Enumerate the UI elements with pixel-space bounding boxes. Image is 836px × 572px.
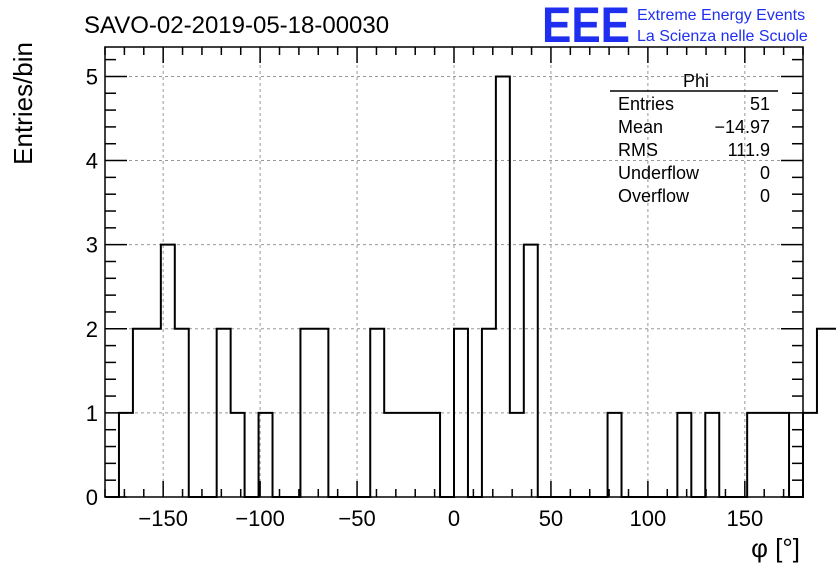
histogram-bin	[300, 329, 314, 497]
stats-value: 0	[760, 186, 770, 206]
histogram-bin	[231, 413, 245, 497]
y-tick-label: 0	[86, 485, 98, 510]
stats-value: 51	[750, 94, 770, 114]
eee-logo: EEE Extreme Energy Events La Scienza nel…	[542, 0, 808, 53]
x-tick-label: −50	[338, 506, 375, 531]
x-tick-labels: −150 −100 −50 0 50 100 150	[138, 506, 763, 531]
histogram-bin	[705, 413, 719, 497]
x-tick-label: −100	[235, 506, 285, 531]
x-tick-label: 150	[726, 506, 763, 531]
y-tick-label: 5	[86, 64, 98, 89]
histogram-bin	[398, 413, 412, 497]
x-tick-label: 100	[630, 506, 667, 531]
logo-line-1: Extreme Energy Events	[637, 7, 805, 24]
stats-label: Entries	[618, 94, 674, 114]
stats-value: 111.9	[728, 140, 770, 160]
y-axis-title: Entries/bin	[8, 42, 38, 165]
stats-box: Phi Entries 51 Mean −14.97 RMS 111.9 Underflow…	[610, 71, 778, 206]
stats-name: Phi	[683, 71, 709, 91]
y-tick-label: 2	[86, 317, 98, 342]
y-tick-label: 3	[86, 233, 98, 258]
histogram-bin	[524, 245, 538, 497]
stats-value: 0	[760, 163, 770, 183]
grid-lines	[105, 47, 803, 497]
histogram-bin	[677, 413, 691, 497]
y-tick-label: 1	[86, 401, 98, 426]
histogram-bin	[510, 413, 524, 497]
histogram-bin	[775, 413, 789, 497]
histogram-bin	[496, 76, 510, 497]
stats-label: Overflow	[618, 186, 690, 206]
histogram-bin	[608, 413, 622, 497]
logo-mark: EEE	[542, 0, 630, 53]
histogram-outline	[105, 75, 836, 498]
x-tick-label: −150	[138, 506, 188, 531]
stats-value: −14.97	[714, 117, 770, 137]
chart-title: SAVO-02-2019-05-18-00030	[84, 12, 389, 39]
histogram-bin	[747, 413, 761, 497]
stats-label: RMS	[618, 140, 658, 160]
histogram-bin	[426, 413, 440, 497]
x-tick-label: 0	[448, 506, 460, 531]
histogram-bin	[831, 329, 836, 497]
histogram-bin	[803, 413, 817, 497]
stats-label: Mean	[618, 117, 663, 137]
stats-label: Underflow	[618, 163, 700, 183]
y-tick-label: 4	[86, 149, 98, 174]
logo-line-2: La Scienza nelle Scuole	[637, 28, 808, 45]
histogram-bin	[384, 413, 398, 497]
histogram-bin	[761, 413, 775, 497]
x-axis-title: φ [°]	[751, 533, 800, 563]
histogram-bin	[119, 413, 133, 497]
histogram-bin	[175, 329, 189, 497]
histogram-bin	[412, 413, 426, 497]
histogram-bin	[817, 329, 831, 497]
y-tick-labels: 0 1 2 3 4 5	[86, 64, 98, 510]
x-tick-label: 50	[539, 506, 563, 531]
histogram-bin	[217, 329, 231, 497]
